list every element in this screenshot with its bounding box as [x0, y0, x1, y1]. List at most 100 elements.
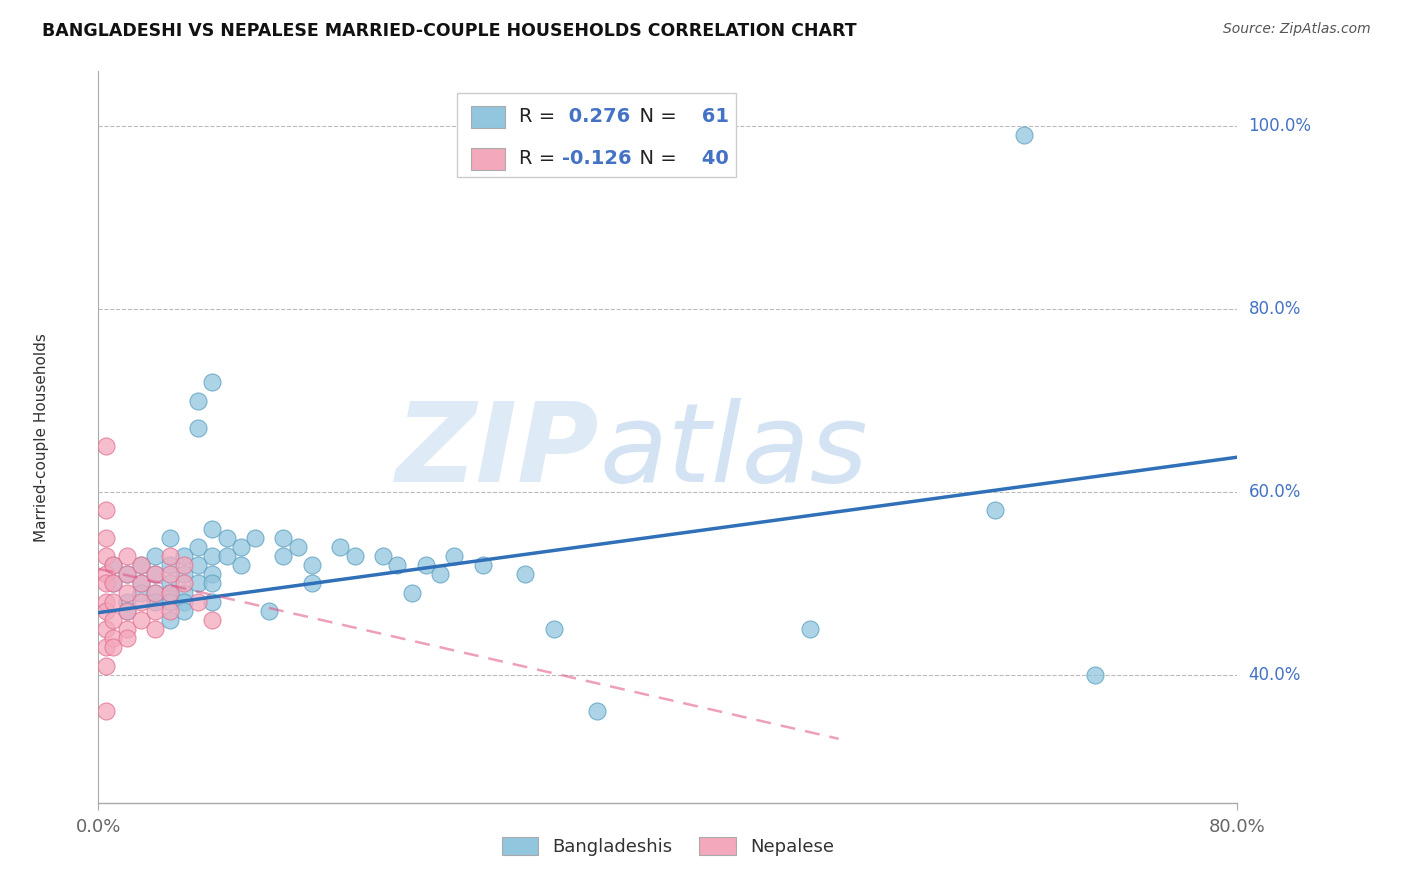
- Point: [984, 503, 1007, 517]
- Point: [145, 567, 167, 582]
- Point: [229, 558, 252, 573]
- Legend: Bangladeshis, Nepalese: Bangladeshis, Nepalese: [495, 830, 841, 863]
- Point: [215, 531, 238, 545]
- Point: [94, 622, 117, 636]
- Point: [145, 585, 167, 599]
- Point: [101, 576, 124, 591]
- Point: [173, 549, 195, 563]
- Point: [187, 558, 209, 573]
- Text: 40: 40: [695, 150, 728, 169]
- Point: [173, 585, 195, 599]
- Point: [159, 604, 181, 618]
- Point: [215, 549, 238, 563]
- Text: N =: N =: [627, 107, 683, 127]
- Text: 61: 61: [695, 107, 730, 127]
- FancyBboxPatch shape: [471, 106, 505, 128]
- Point: [173, 576, 195, 591]
- Point: [273, 531, 295, 545]
- Point: [159, 567, 181, 582]
- Point: [94, 705, 117, 719]
- Point: [129, 594, 152, 608]
- Point: [145, 549, 167, 563]
- Point: [201, 576, 224, 591]
- Point: [129, 558, 152, 573]
- Point: [373, 549, 395, 563]
- Point: [201, 567, 224, 582]
- Point: [229, 540, 252, 554]
- Point: [301, 558, 323, 573]
- Point: [243, 531, 266, 545]
- Point: [145, 585, 167, 599]
- Point: [159, 613, 181, 627]
- Text: R =: R =: [519, 150, 561, 169]
- Point: [129, 576, 152, 591]
- Point: [159, 576, 181, 591]
- Point: [159, 531, 181, 545]
- Point: [187, 421, 209, 435]
- Point: [201, 375, 224, 389]
- Point: [94, 658, 117, 673]
- Point: [101, 558, 124, 573]
- Point: [94, 604, 117, 618]
- Point: [115, 632, 138, 646]
- Point: [94, 549, 117, 563]
- Point: [1012, 128, 1035, 143]
- Point: [159, 585, 181, 599]
- Text: atlas: atlas: [599, 398, 868, 505]
- Point: [145, 604, 167, 618]
- Point: [187, 540, 209, 554]
- Point: [101, 613, 124, 627]
- Point: [187, 576, 209, 591]
- Point: [201, 521, 224, 535]
- Point: [94, 594, 117, 608]
- Point: [429, 567, 451, 582]
- Point: [329, 540, 352, 554]
- Point: [115, 585, 138, 599]
- Point: [159, 549, 181, 563]
- Point: [1084, 667, 1107, 681]
- Point: [145, 567, 167, 582]
- Point: [187, 393, 209, 408]
- Point: [159, 558, 181, 573]
- FancyBboxPatch shape: [471, 148, 505, 169]
- Point: [94, 439, 117, 453]
- Point: [415, 558, 437, 573]
- Point: [101, 558, 124, 573]
- Point: [187, 594, 209, 608]
- Point: [343, 549, 366, 563]
- Point: [201, 594, 224, 608]
- Point: [471, 558, 494, 573]
- Point: [201, 549, 224, 563]
- Point: [145, 594, 167, 608]
- Point: [543, 622, 565, 636]
- Point: [515, 567, 537, 582]
- Point: [115, 567, 138, 582]
- Point: [159, 594, 181, 608]
- Point: [94, 640, 117, 655]
- Text: Source: ZipAtlas.com: Source: ZipAtlas.com: [1223, 22, 1371, 37]
- Point: [129, 613, 152, 627]
- Text: BANGLADESHI VS NEPALESE MARRIED-COUPLE HOUSEHOLDS CORRELATION CHART: BANGLADESHI VS NEPALESE MARRIED-COUPLE H…: [42, 22, 856, 40]
- Point: [173, 558, 195, 573]
- Point: [301, 576, 323, 591]
- Point: [159, 585, 181, 599]
- Point: [173, 594, 195, 608]
- Text: Married-couple Households: Married-couple Households: [34, 333, 49, 541]
- Text: 60.0%: 60.0%: [1249, 483, 1301, 501]
- Point: [101, 640, 124, 655]
- Text: ZIP: ZIP: [396, 398, 599, 505]
- Point: [401, 585, 423, 599]
- Point: [101, 576, 124, 591]
- Point: [94, 531, 117, 545]
- Point: [115, 604, 138, 618]
- Point: [101, 594, 124, 608]
- Point: [201, 613, 224, 627]
- Point: [585, 705, 607, 719]
- Text: 100.0%: 100.0%: [1249, 117, 1312, 136]
- Point: [173, 604, 195, 618]
- Point: [129, 585, 152, 599]
- Point: [259, 604, 281, 618]
- Text: 80.0%: 80.0%: [1249, 300, 1301, 318]
- Point: [799, 622, 821, 636]
- Point: [101, 632, 124, 646]
